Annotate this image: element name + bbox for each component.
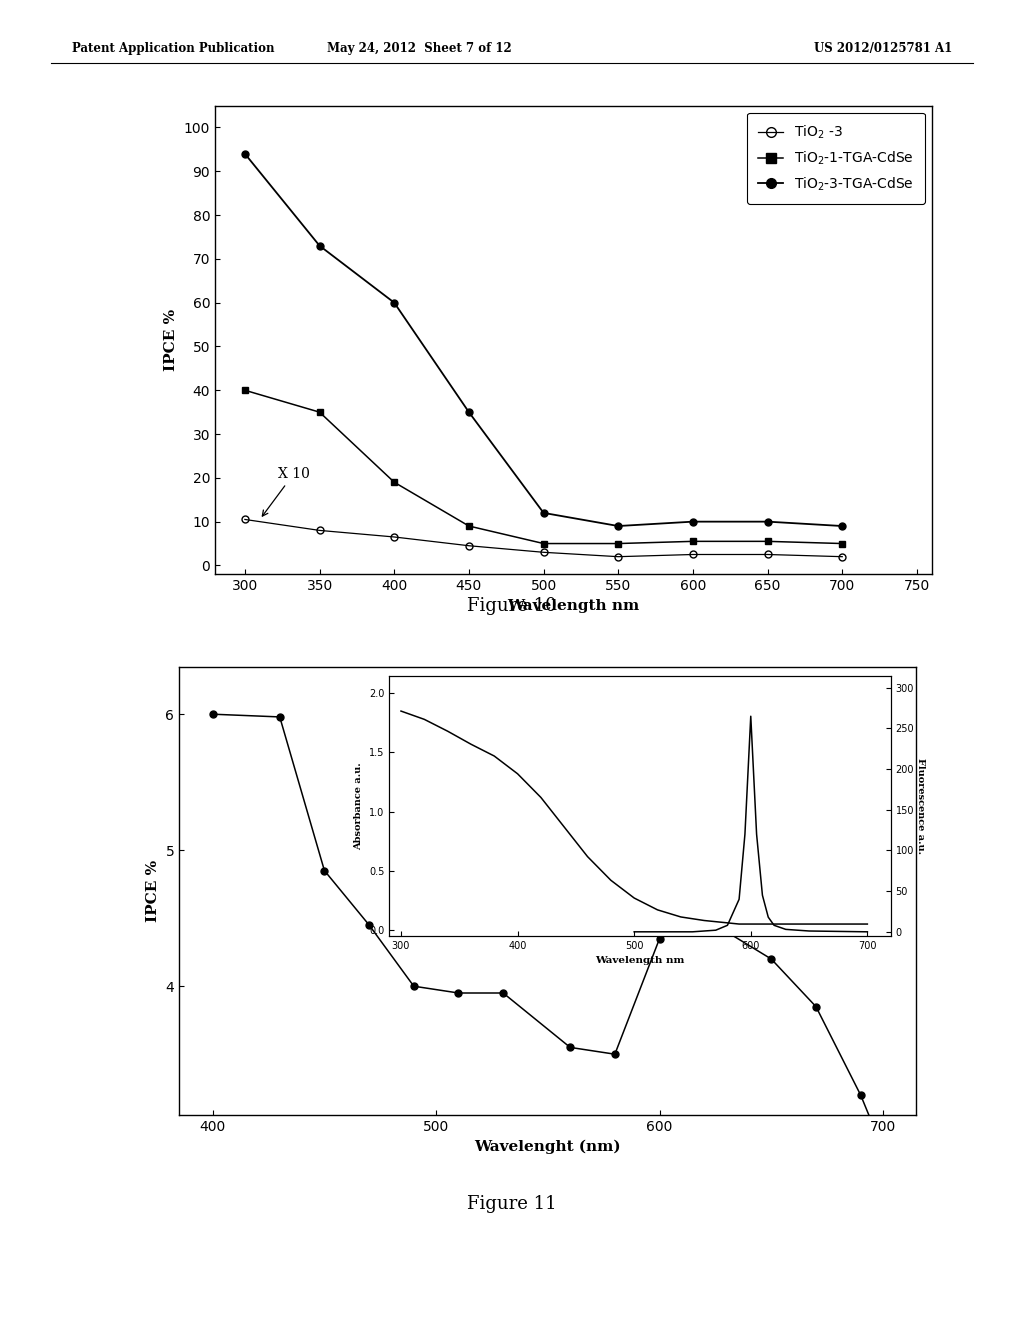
Text: US 2012/0125781 A1: US 2012/0125781 A1 [814,42,952,55]
X-axis label: Wavelength nm: Wavelength nm [507,598,640,612]
X-axis label: Wavelenght (nm): Wavelenght (nm) [474,1139,622,1154]
Text: X 10: X 10 [262,467,309,516]
Y-axis label: IPCE %: IPCE % [164,309,178,371]
Text: May 24, 2012  Sheet 7 of 12: May 24, 2012 Sheet 7 of 12 [328,42,512,55]
Y-axis label: Fluorescence a.u.: Fluorescence a.u. [916,758,926,854]
Text: Figure 10: Figure 10 [467,597,557,615]
Y-axis label: IPCE %: IPCE % [145,859,160,923]
Legend: TiO$_2$ -3, TiO$_2$-1-TGA-CdSe, TiO$_2$-3-TGA-CdSe: TiO$_2$ -3, TiO$_2$-1-TGA-CdSe, TiO$_2$-… [746,112,925,203]
Text: Figure 11: Figure 11 [467,1195,557,1213]
Text: Patent Application Publication: Patent Application Publication [72,42,274,55]
